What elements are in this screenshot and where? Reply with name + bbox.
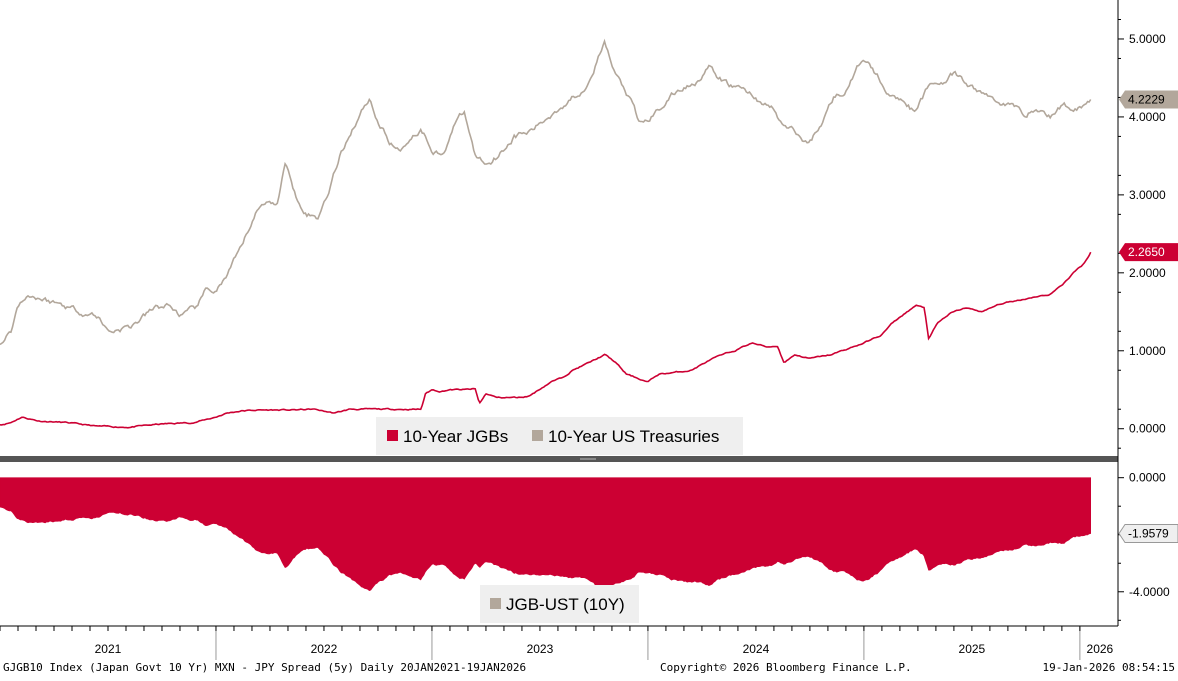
legend-label-jgb: 10-Year JGBs xyxy=(403,427,508,446)
spread-area xyxy=(0,477,1091,593)
badge-spread-label: -1.9579 xyxy=(1128,527,1169,541)
x-year-label-2021: 2021 xyxy=(95,642,122,656)
top-legend: 10-Year JGBs 10-Year US Treasuries xyxy=(376,417,743,455)
footer-right: 19-Jan-2026 08:54:15 xyxy=(1043,661,1175,674)
top-y-tick-label-4: 1.0000 xyxy=(1129,344,1166,358)
top-y-tick-label-1: 4.0000 xyxy=(1129,110,1166,124)
badge-spread-outline xyxy=(1118,524,1178,544)
badge-ust-label: 4.2229 xyxy=(1128,93,1165,107)
badge-spread: -1.9579 xyxy=(1119,524,1178,543)
top-y-tick-label-0: 5.0000 xyxy=(1129,32,1166,46)
legend-swatch-spread xyxy=(490,598,501,609)
badge-spread-shape xyxy=(1119,524,1178,543)
x-axis: 2021 2022 2023 2024 2025 2026 xyxy=(0,626,1114,660)
x-year-label-2025: 2025 xyxy=(959,642,986,656)
bottom-y-tick-label-0: 0.0000 xyxy=(1129,471,1166,485)
legend-label-spread: JGB-UST (10Y) xyxy=(506,595,625,614)
top-y-tick-label-3: 2.0000 xyxy=(1129,266,1166,280)
x-year-label-2023: 2023 xyxy=(527,642,554,656)
bottom-legend-background xyxy=(480,585,639,623)
bottom-y-tick-label-1: -4.0000 xyxy=(1129,585,1170,599)
x-year-label-2022: 2022 xyxy=(311,642,338,656)
x-year-label-2026: 2026 xyxy=(1087,642,1114,656)
series-line-ust xyxy=(0,38,1092,346)
legend-swatch-jgb xyxy=(387,430,398,441)
legend-label-ust: 10-Year US Treasuries xyxy=(548,427,719,446)
bottom-series-group xyxy=(0,477,1091,593)
series-line-jgb xyxy=(0,251,1092,429)
x-year-label-2024: 2024 xyxy=(743,642,770,656)
badge-ust-shape xyxy=(1119,90,1178,109)
panel-separator[interactable] xyxy=(0,456,1118,462)
footer-center: Copyright© 2026 Bloomberg Finance L.P. xyxy=(660,661,912,674)
badge-jgb-shape xyxy=(1119,243,1178,262)
badge-jgb: 2.2650 xyxy=(1119,243,1178,262)
top-legend-background xyxy=(376,417,743,455)
footer-left: GJGB10 Index (Japan Govt 10 Yr) MXN - JP… xyxy=(3,661,526,674)
bottom-legend: JGB-UST (10Y) xyxy=(480,585,639,623)
top-panel xyxy=(0,0,1118,456)
last-value-badges: 4.2229 2.2650 -1.9579 xyxy=(1118,90,1178,544)
badge-jgb-label: 2.2650 xyxy=(1128,245,1165,259)
badge-ust: 4.2229 xyxy=(1119,90,1178,109)
top-y-axis: 5.0000 4.0000 3.0000 2.0000 1.0000 0.0000 xyxy=(1118,18,1166,449)
bottom-y-axis: 0.0000 -4.0000 xyxy=(1118,471,1170,621)
top-series-group xyxy=(0,38,1092,429)
top-y-tick-label-2: 3.0000 xyxy=(1129,188,1166,202)
top-y-tick-label-5: 0.0000 xyxy=(1129,422,1166,436)
legend-swatch-ust xyxy=(532,430,543,441)
